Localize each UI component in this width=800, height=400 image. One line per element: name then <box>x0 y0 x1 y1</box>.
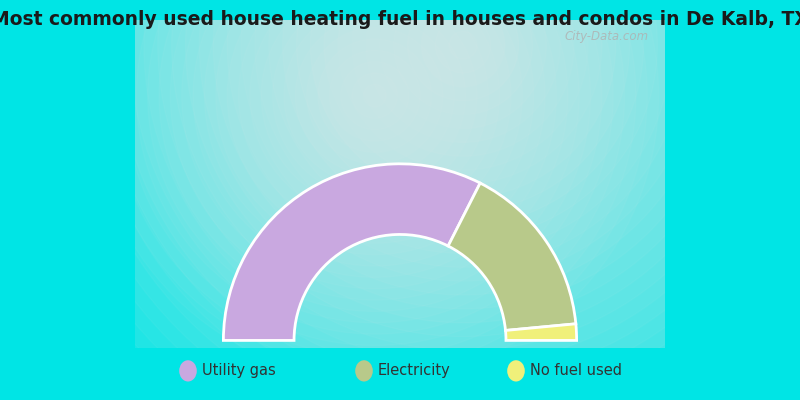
Ellipse shape <box>355 360 373 382</box>
Wedge shape <box>223 164 480 340</box>
Ellipse shape <box>179 360 197 382</box>
Text: Utility gas: Utility gas <box>202 363 275 378</box>
Wedge shape <box>506 324 577 340</box>
Wedge shape <box>448 183 576 330</box>
Text: Electricity: Electricity <box>378 363 450 378</box>
Text: City-Data.com: City-Data.com <box>565 30 649 43</box>
Text: Most commonly used house heating fuel in houses and condos in De Kalb, TX: Most commonly used house heating fuel in… <box>0 10 800 29</box>
Ellipse shape <box>507 360 525 382</box>
Text: No fuel used: No fuel used <box>530 363 622 378</box>
